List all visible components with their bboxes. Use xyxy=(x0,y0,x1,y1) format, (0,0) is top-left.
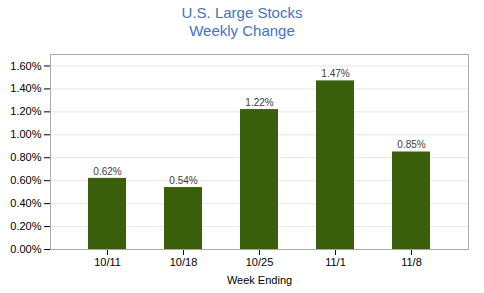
svg-text:10/18: 10/18 xyxy=(170,256,198,268)
svg-text:0.60%: 0.60% xyxy=(10,174,41,186)
svg-text:0.40%: 0.40% xyxy=(10,197,41,209)
svg-text:0.20%: 0.20% xyxy=(10,220,41,232)
svg-text:11/8: 11/8 xyxy=(401,256,422,268)
svg-text:0.54%: 0.54% xyxy=(169,175,197,186)
svg-text:0.62%: 0.62% xyxy=(93,166,121,177)
svg-text:0.85%: 0.85% xyxy=(397,139,425,150)
svg-text:1.00%: 1.00% xyxy=(10,128,41,140)
svg-text:10/11: 10/11 xyxy=(94,256,121,268)
svg-text:1.47%: 1.47% xyxy=(321,68,349,79)
html-text:U.S. Large Stocks: U.S. Large Stocks xyxy=(181,4,303,21)
svg-text:1.20%: 1.20% xyxy=(10,105,41,117)
svg-text:1.22%: 1.22% xyxy=(245,97,273,108)
svg-text:0.80%: 0.80% xyxy=(10,151,41,163)
svg-text:10/25: 10/25 xyxy=(246,256,274,268)
svg-text:11/1: 11/1 xyxy=(325,256,346,268)
svg-text:1.60%: 1.60% xyxy=(10,59,41,71)
svg-text:0.00%: 0.00% xyxy=(10,243,41,255)
html-text:Weekly Change: Weekly Change xyxy=(189,22,295,39)
svg-text:1.40%: 1.40% xyxy=(10,82,41,94)
svg-text:Week Ending: Week Ending xyxy=(227,274,292,286)
